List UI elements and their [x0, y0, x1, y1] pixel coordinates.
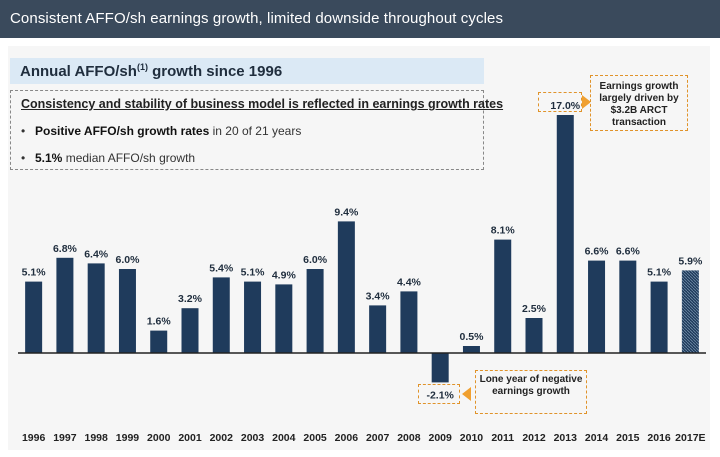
- bar-2005: [306, 269, 324, 353]
- chart-subtitle-box: Annual AFFO/sh(1) growth since 1996: [10, 58, 484, 84]
- bar-2002: [212, 277, 230, 353]
- callout-arrow-negative: [462, 387, 471, 401]
- data-label-2003: 5.1%: [241, 267, 266, 279]
- chart-subtitle: Annual AFFO/sh(1) growth since 1996: [20, 62, 283, 80]
- data-label-2012: 2.5%: [522, 303, 547, 315]
- data-label-2001: 3.2%: [178, 293, 203, 305]
- data-label-2007: 3.4%: [366, 290, 391, 302]
- bar-1998: [87, 263, 105, 353]
- bar-2013: [556, 115, 574, 353]
- bar-2016: [650, 281, 668, 353]
- x-tick-2003: 2003: [241, 432, 265, 444]
- data-label-2017E: 5.9%: [678, 255, 703, 267]
- bar-2006: [337, 221, 355, 353]
- bar-2003: [244, 281, 262, 353]
- data-label-1998: 6.4%: [84, 248, 109, 260]
- x-tick-2001: 2001: [178, 432, 202, 444]
- bar-1997: [56, 257, 74, 353]
- bar-2008: [400, 291, 418, 353]
- x-tick-2016: 2016: [647, 432, 671, 444]
- x-tick-2009: 2009: [429, 432, 453, 444]
- bar-1999: [118, 269, 136, 353]
- bar-2014: [588, 260, 606, 353]
- bar-2015: [619, 260, 637, 353]
- data-label-2010: 0.5%: [459, 331, 484, 343]
- data-label-2015: 6.6%: [616, 246, 641, 258]
- data-label-1996: 5.1%: [22, 267, 47, 279]
- x-tick-2008: 2008: [397, 432, 421, 444]
- summary-bullet-2: • 5.1% median AFFO/sh growth: [21, 151, 196, 165]
- summary-box: Consistency and stability of business mo…: [10, 90, 503, 170]
- data-label-2011: 8.1%: [491, 225, 516, 237]
- bar-2017E: [681, 270, 699, 353]
- x-tick-2005: 2005: [303, 432, 327, 444]
- data-label-2016: 5.1%: [647, 267, 672, 279]
- bar-2007: [369, 305, 387, 353]
- data-label-2005: 6.0%: [303, 254, 328, 266]
- bar-2012: [525, 318, 543, 353]
- highlight-2009: [418, 384, 460, 404]
- data-label-2009: -2.1%: [426, 389, 454, 401]
- bar-2000: [150, 330, 168, 353]
- page-title: Consistent AFFO/sh earnings growth, limi…: [10, 10, 504, 27]
- data-label-2006: 9.4%: [334, 206, 359, 218]
- x-tick-2015: 2015: [616, 432, 640, 444]
- bar-2004: [275, 284, 293, 353]
- x-tick-2006: 2006: [335, 432, 359, 444]
- bar-2009: [431, 353, 449, 383]
- data-label-2008: 4.4%: [397, 276, 422, 288]
- x-tick-2013: 2013: [554, 432, 578, 444]
- summary-heading: Consistency and stability of business mo…: [21, 97, 504, 111]
- bar-2010: [462, 346, 480, 353]
- x-tick-2014: 2014: [585, 432, 609, 444]
- x-tick-2000: 2000: [147, 432, 171, 444]
- x-tick-2004: 2004: [272, 432, 296, 444]
- callout-arct: Earnings growth largely driven by $3.2B …: [590, 75, 688, 131]
- x-tick-1996: 1996: [22, 432, 46, 444]
- x-tick-1998: 1998: [85, 432, 109, 444]
- data-label-2000: 1.6%: [147, 316, 172, 328]
- page-header: Consistent AFFO/sh earnings growth, limi…: [0, 0, 720, 38]
- x-tick-2002: 2002: [210, 432, 234, 444]
- callout-arrow-arct: [582, 95, 591, 109]
- data-label-2014: 6.6%: [585, 246, 610, 258]
- x-tick-2011: 2011: [491, 432, 514, 444]
- data-label-1999: 6.0%: [115, 254, 140, 266]
- data-label-1997: 6.8%: [53, 243, 78, 255]
- x-tick-2012: 2012: [522, 432, 546, 444]
- data-label-2002: 5.4%: [209, 262, 234, 274]
- x-tick-1999: 1999: [116, 432, 140, 444]
- x-tick-2010: 2010: [460, 432, 484, 444]
- bar-2011: [494, 239, 512, 353]
- x-tick-1997: 1997: [53, 432, 77, 444]
- x-tick-2017E: 2017E: [675, 432, 705, 444]
- bar-2001: [181, 308, 199, 353]
- data-label-2013: 17.0%: [550, 100, 580, 112]
- highlight-2013: [538, 92, 582, 112]
- callout-negative: Lone year of negative earnings growth: [475, 370, 587, 414]
- summary-bullet-1: • Positive AFFO/sh growth rates in 20 of …: [21, 124, 302, 138]
- x-tick-2007: 2007: [366, 432, 390, 444]
- bar-1996: [25, 281, 43, 353]
- data-label-2004: 4.9%: [272, 269, 297, 281]
